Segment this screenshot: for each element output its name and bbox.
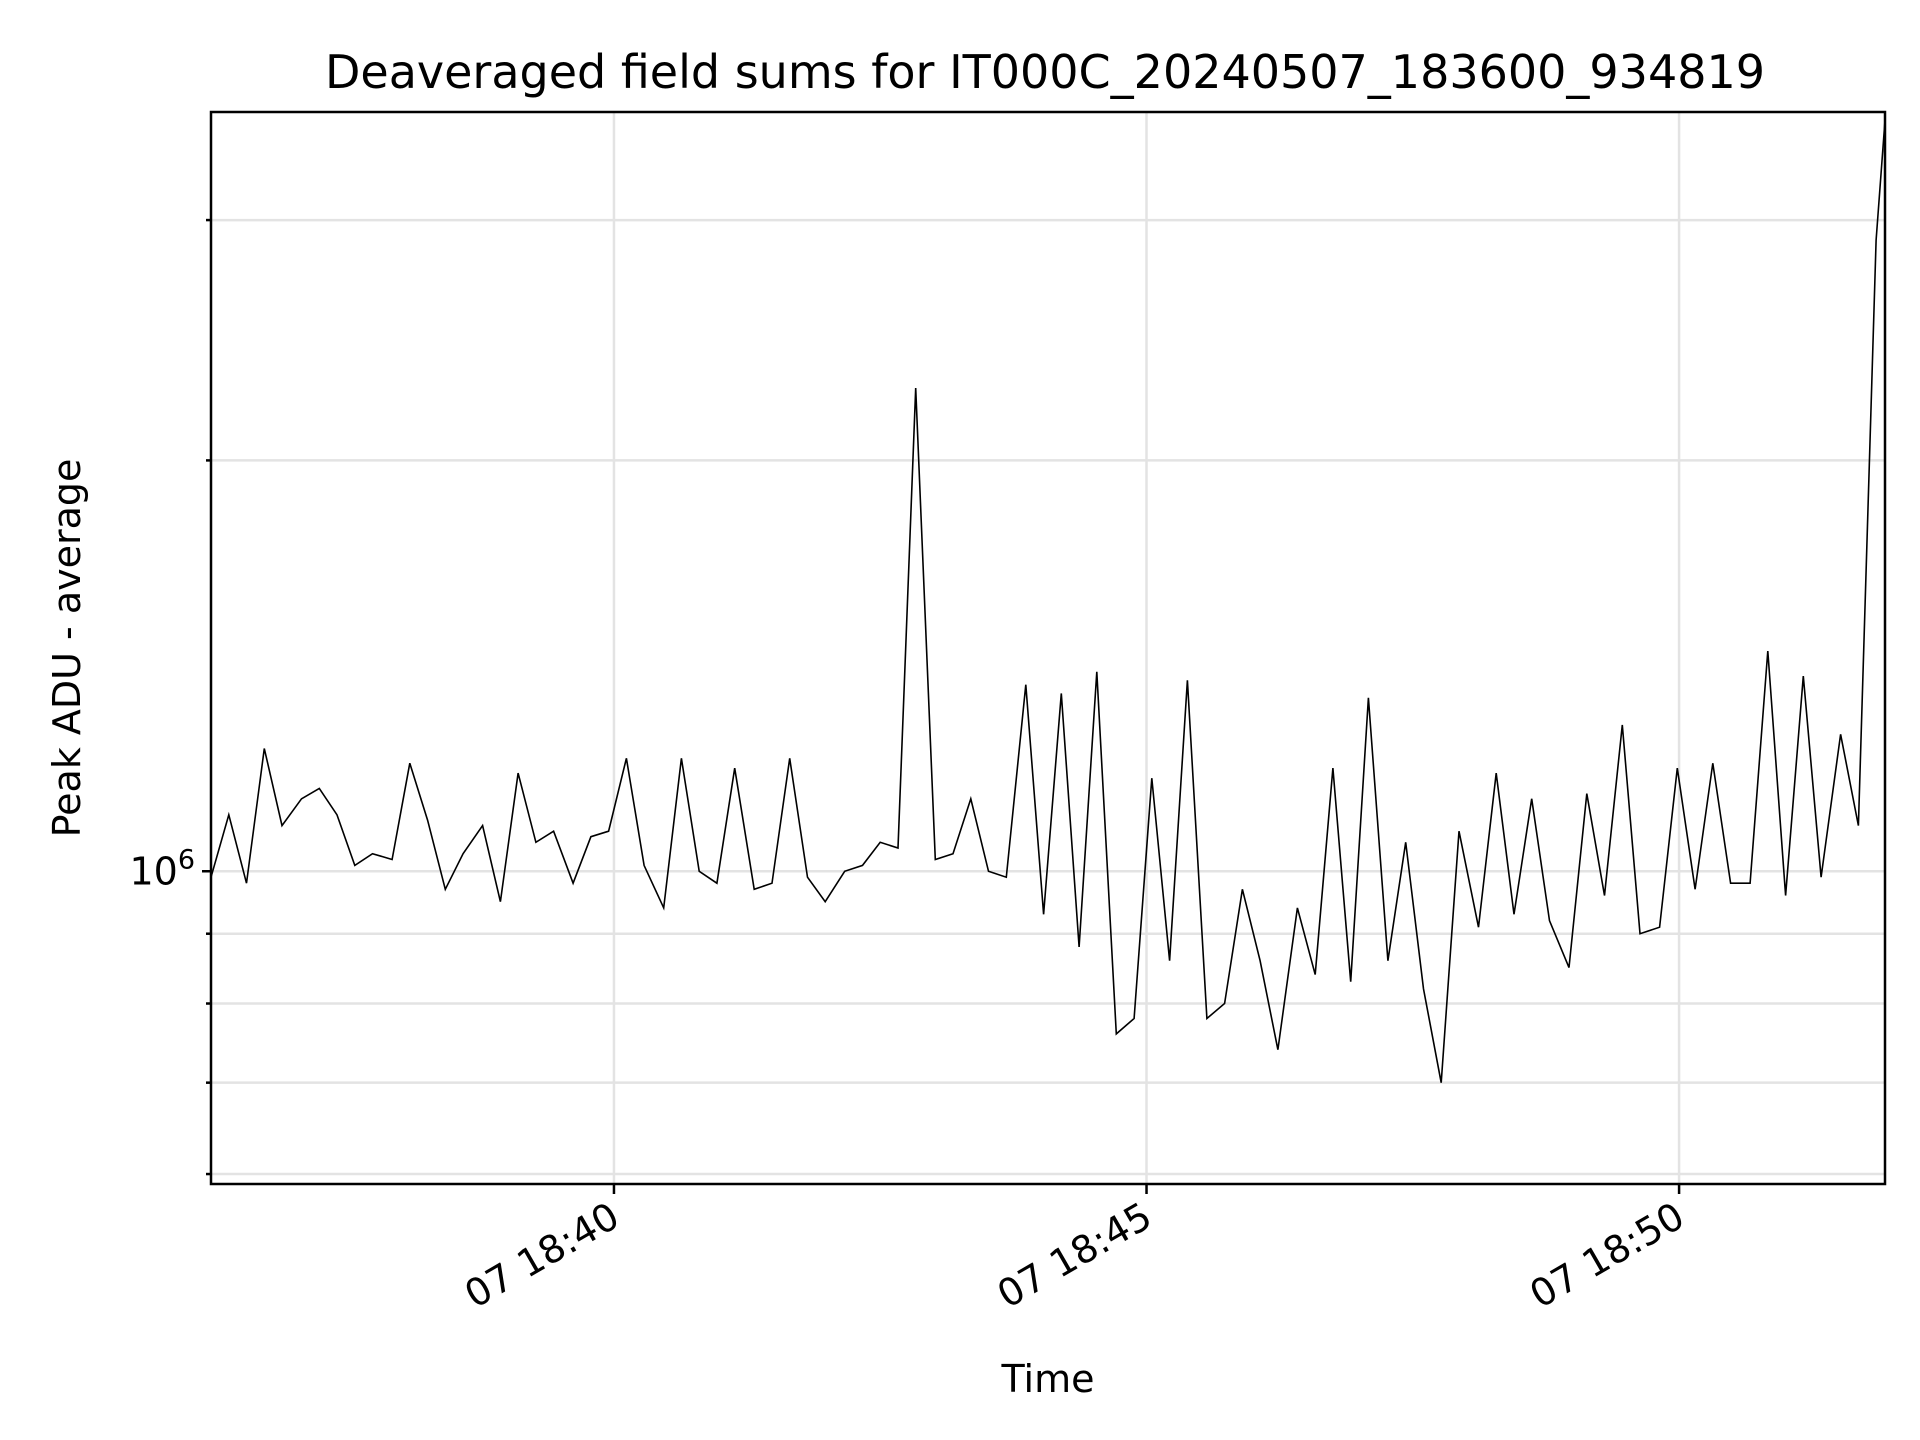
y-tick-label: 106 bbox=[129, 844, 195, 893]
x-tick-label: 07 18:50 bbox=[1522, 1194, 1691, 1317]
series-layer bbox=[210, 120, 1886, 1083]
y-axis-label: Peak ADU - average bbox=[45, 459, 89, 838]
plot-frame bbox=[209, 110, 1887, 1186]
x-axis-label: Time bbox=[1001, 1357, 1095, 1401]
grid bbox=[211, 112, 1885, 1184]
x-tick-label: 07 18:40 bbox=[457, 1194, 626, 1317]
x-axis: 07 18:40 07 18:45 07 18:50 bbox=[457, 1184, 1692, 1317]
series-line bbox=[210, 120, 1886, 1083]
chart-title: Deaveraged field sums for IT000C_2024050… bbox=[325, 45, 1765, 99]
x-tick-label: 07 18:45 bbox=[990, 1194, 1159, 1317]
y-axis: 106 bbox=[129, 218, 211, 1176]
